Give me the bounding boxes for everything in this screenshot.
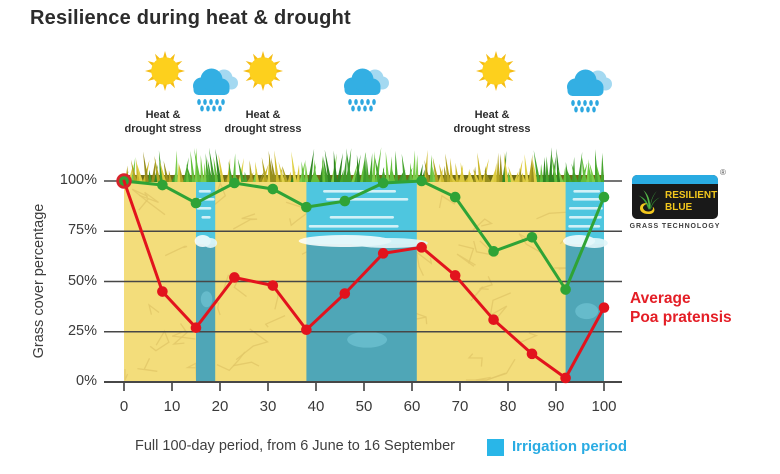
heat-stress-label-3: Heat & drought stress xyxy=(437,109,547,137)
x-tick-label: 60 xyxy=(403,398,421,415)
data-point xyxy=(560,372,571,384)
heat-stress-line2: drought stress xyxy=(224,122,302,135)
y-tick-label: 100% xyxy=(59,172,97,188)
page-title: Resilience during heat & drought xyxy=(30,7,351,29)
sun-icon xyxy=(145,51,185,91)
data-point xyxy=(377,177,389,189)
x-tick-label: 20 xyxy=(211,398,229,415)
data-point xyxy=(157,179,168,191)
data-point xyxy=(488,314,499,325)
heat-stress-line2: drought stress xyxy=(124,122,202,135)
heat-stress-line1: Heat & xyxy=(245,109,281,121)
data-point xyxy=(267,280,279,291)
dry-ground xyxy=(124,181,604,382)
data-point xyxy=(598,191,610,203)
x-axis-caption: Full 100-day period, from 6 June to 16 S… xyxy=(135,438,455,454)
irrigation-band xyxy=(298,181,428,382)
data-point xyxy=(157,286,168,297)
heat-stress-label-2: Heat & drought stress xyxy=(208,109,318,137)
rain-cloud-icon xyxy=(344,68,389,112)
grass-sprout-icon xyxy=(638,190,660,214)
data-point xyxy=(560,284,571,295)
y-tick-label: 50% xyxy=(67,272,97,289)
data-point xyxy=(416,242,427,253)
series-line-resilient-blue xyxy=(122,179,606,291)
data-point xyxy=(190,322,202,334)
grass-strip xyxy=(122,147,605,182)
data-point xyxy=(377,248,389,259)
data-point xyxy=(118,175,130,187)
data-point xyxy=(229,272,240,283)
heat-stress-label-1: Heat & drought stress xyxy=(108,109,218,137)
data-point xyxy=(190,197,202,209)
resilient-blue-logo: RESILIENT BLUE xyxy=(632,175,718,219)
logo-subtitle: GRASS TECHNOLOGY xyxy=(629,223,721,230)
x-tick-label: 100 xyxy=(591,398,617,415)
logo-brand-line2: BLUE xyxy=(665,201,693,213)
data-point xyxy=(416,175,427,187)
data-point xyxy=(301,201,312,213)
rain-cloud-icon xyxy=(193,68,238,112)
data-point xyxy=(488,246,499,257)
irrigation-band xyxy=(562,181,608,382)
data-point xyxy=(339,195,351,207)
data-point xyxy=(301,324,312,336)
logo-blue-band xyxy=(632,175,718,184)
heat-stress-line1: Heat & xyxy=(474,109,510,121)
x-tick-label: 40 xyxy=(307,398,325,415)
x-tick-label: 50 xyxy=(355,398,373,415)
x-tick-label: 80 xyxy=(499,398,517,415)
data-point xyxy=(598,302,610,313)
heat-stress-line1: Heat & xyxy=(145,109,181,121)
y-tick-label: 25% xyxy=(67,322,97,339)
sun-icon xyxy=(243,51,283,91)
y-tick-label: 0% xyxy=(76,373,97,389)
poa-label-line1: Average xyxy=(630,290,691,307)
irrigation-legend-label: Irrigation period xyxy=(512,438,628,455)
x-tick-label: 70 xyxy=(451,398,469,415)
y-tick-label: 75% xyxy=(67,222,97,239)
poa-label-line2: Poa pratensis xyxy=(630,308,732,326)
irrigation-swatch-icon xyxy=(487,439,504,456)
x-tick-label: 10 xyxy=(163,398,181,415)
data-point xyxy=(449,191,461,203)
irrigation-band xyxy=(194,181,218,382)
sun-icon xyxy=(476,51,516,91)
shared-start-point-ring xyxy=(116,173,132,189)
x-tick-label: 90 xyxy=(547,398,565,415)
poa-series-label: Average Poa pratensis xyxy=(630,290,732,328)
data-point xyxy=(229,177,240,189)
registered-mark: ® xyxy=(720,168,726,177)
data-point xyxy=(526,348,538,360)
data-point xyxy=(526,231,538,243)
rain-cloud-icon xyxy=(567,69,612,113)
x-tick-label: 0 xyxy=(119,398,129,415)
x-tick-label: 30 xyxy=(259,398,277,415)
data-point xyxy=(267,183,279,195)
data-point xyxy=(339,288,351,299)
logo-brand-line1: RESILIENT xyxy=(665,190,718,201)
data-point xyxy=(449,270,461,281)
heat-stress-line2: drought stress xyxy=(453,122,531,135)
series-line-poa-pratensis xyxy=(122,179,606,380)
